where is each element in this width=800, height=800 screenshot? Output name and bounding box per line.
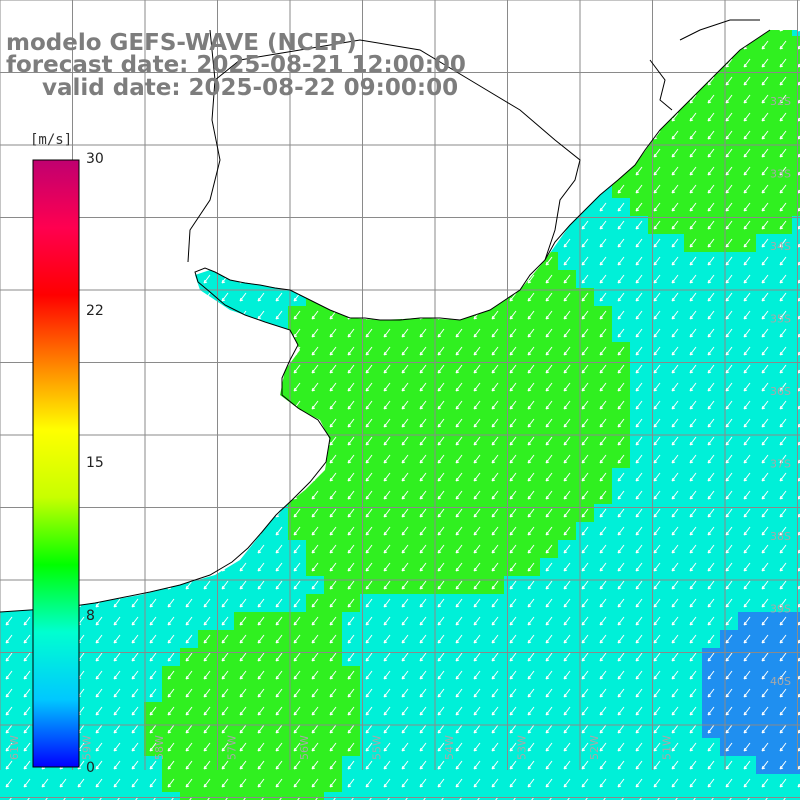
forecast-date: forecast date: 2025-08-21 12:00:00 <box>6 52 466 78</box>
latitude-label: 32S <box>770 95 791 108</box>
longitude-label: 56W <box>298 735 311 760</box>
valid-date: valid date: 2025-08-22 09:00:00 <box>42 75 459 101</box>
colorbar-tick-22: 22 <box>86 303 104 319</box>
border-line <box>187 19 760 263</box>
longitude-labels: 61W 59W 58W 57W 56W 55W 54W 53W 52W 51W <box>8 735 674 760</box>
latitude-label: 33S <box>770 168 791 181</box>
colorbar-tick-0: 0 <box>86 760 95 776</box>
latitude-labels: 32S 33S 34S 35S 36S 37S 38S 39S 40S <box>770 95 791 688</box>
latitude-label: 34S <box>770 240 791 253</box>
longitude-label: 58W <box>153 735 166 760</box>
latitude-label: 39S <box>770 603 791 616</box>
longitude-label: 51W <box>661 735 674 760</box>
longitude-label: 55W <box>371 735 384 760</box>
coastline <box>0 29 771 613</box>
colorbar <box>32 159 80 768</box>
latitude-label: 40S <box>770 675 791 688</box>
longitude-label: 57W <box>226 735 239 760</box>
colorbar-tick-15: 15 <box>86 455 104 471</box>
latitude-label: 35S <box>770 313 791 326</box>
longitude-label: 54W <box>443 735 456 760</box>
longitude-label: 61W <box>8 735 21 760</box>
colorbar-tick-30: 30 <box>86 151 104 167</box>
latitude-label: 38S <box>770 530 791 543</box>
latitude-label: 37S <box>770 458 791 471</box>
model-title: modelo GEFS-WAVE (NCEP) <box>6 30 357 56</box>
longitude-label: 59W <box>81 735 94 760</box>
longitude-label: 52W <box>588 735 601 760</box>
land-area <box>0 0 800 612</box>
latitude-label: 36S <box>770 385 791 398</box>
colorbar-tick-8: 8 <box>86 608 95 624</box>
longitude-label: 53W <box>516 735 529 760</box>
colorbar-unit: [m/s] <box>30 132 73 148</box>
